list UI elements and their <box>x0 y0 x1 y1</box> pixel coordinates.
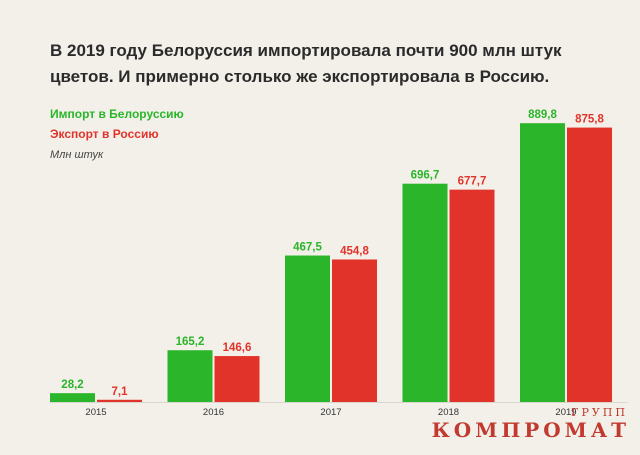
data-label-import-2017: 467,5 <box>293 242 322 254</box>
data-label-export-2019: 875,8 <box>575 114 604 126</box>
data-label-export-2016: 146,6 <box>223 342 252 354</box>
bar-import-2017 <box>285 255 330 402</box>
data-label-export-2015: 7,1 <box>112 386 129 398</box>
data-label-export-2018: 677,7 <box>458 176 487 188</box>
legend-export: Экспорт в Россию <box>50 127 159 141</box>
watermark-small-text: ГРУПП <box>571 406 628 419</box>
bar-export-2018 <box>449 189 495 402</box>
data-label-export-2017: 454,8 <box>340 245 369 257</box>
x-tick-label-2018: 2018 <box>438 407 459 418</box>
watermark-logo: ГРУПП КОМПРОМАТ <box>431 406 630 442</box>
bar-export-2015 <box>97 399 142 402</box>
legend-import: Импорт в Белоруссию <box>50 107 184 121</box>
bar-export-2016 <box>214 356 260 402</box>
data-label-import-2015: 28,2 <box>61 379 83 391</box>
bar-export-2019 <box>567 127 612 402</box>
bar-import-2019 <box>520 123 565 403</box>
bar-import-2016 <box>167 350 213 402</box>
legend-unit: Млн штук <box>50 149 104 161</box>
bar-import-2015 <box>50 393 95 402</box>
legend: Импорт в Белоруссию Экспорт в Россию Млн… <box>50 104 184 164</box>
x-tick-label-2017: 2017 <box>320 407 341 418</box>
data-label-import-2019: 889,8 <box>528 109 557 121</box>
bar-export-2017 <box>332 259 377 402</box>
x-tick-label-2016: 2016 <box>203 407 224 418</box>
data-label-import-2018: 696,7 <box>411 170 440 182</box>
bar-import-2018 <box>402 183 448 402</box>
data-label-import-2016: 165,2 <box>176 336 205 348</box>
chart-title: В 2019 году Белоруссия импортировала поч… <box>50 41 562 86</box>
x-tick-label-2019: 2019 <box>555 407 576 418</box>
x-tick-label-2015: 2015 <box>85 407 106 418</box>
watermark-big-text: КОМПРОМАТ <box>431 418 630 442</box>
